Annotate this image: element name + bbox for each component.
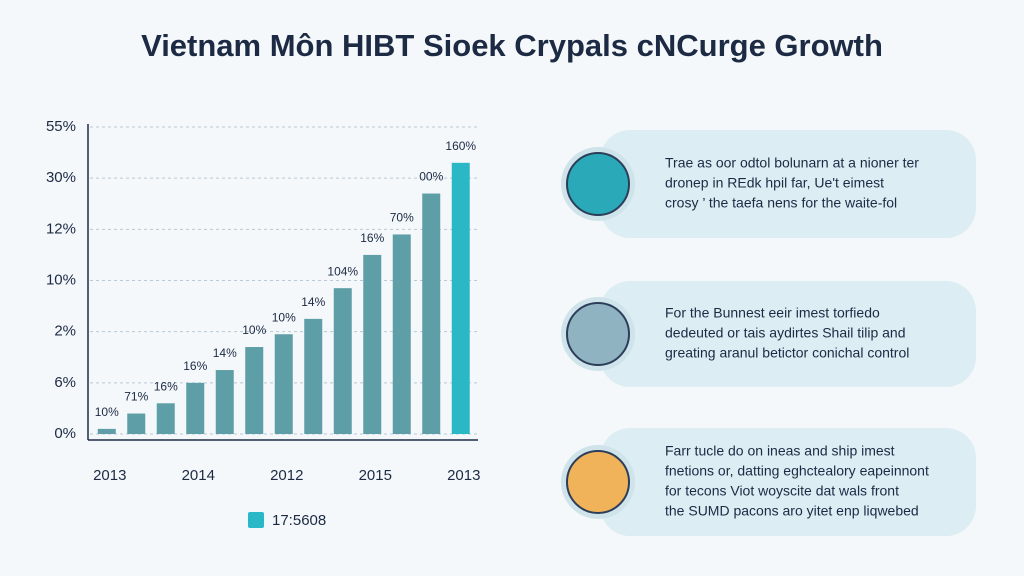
icon: [566, 152, 630, 216]
bar-annotation: 00%: [419, 170, 443, 184]
bar-annotation: 71%: [124, 390, 148, 404]
y-tick-label: 6%: [54, 374, 76, 391]
bar: [392, 234, 411, 434]
bar-annotation: 16%: [183, 359, 207, 373]
bar: [422, 193, 441, 434]
bar-annotation: 16%: [360, 231, 384, 245]
bar-annotation: 14%: [301, 295, 325, 309]
legend-label: 17:5608: [272, 512, 326, 529]
card-text: For the Bunnest eeir imest torfiedo: [665, 305, 880, 321]
bar-annotation: 10%: [242, 323, 266, 337]
bar-annotation: 10%: [95, 405, 119, 419]
card: [600, 428, 976, 536]
bar: [363, 254, 382, 434]
x-tick-label: 2013: [447, 467, 480, 484]
card: [600, 281, 976, 387]
legend-swatch: [248, 512, 264, 528]
bar: [127, 413, 146, 434]
card-text: for tecons Viot woyscite dat wals front: [665, 483, 899, 499]
card-text: fnetions or, datting eghctealory eapeinn…: [665, 463, 929, 479]
y-tick-label: 2%: [54, 323, 76, 340]
bar: [274, 334, 293, 434]
x-tick-label: 2013: [93, 467, 126, 484]
x-tick-label: 2012: [270, 467, 303, 484]
y-tick-label: 12%: [46, 220, 76, 237]
bar: [215, 370, 234, 434]
cards: Trae as oor odtol bolunarn at a nioner t…: [561, 130, 976, 536]
bar-annotation: 104%: [327, 264, 358, 278]
y-tick-label: 0%: [54, 425, 76, 442]
bar: [186, 382, 205, 434]
chart-title: Vietnam Môn HIBT Sioek Crypals cNCurge G…: [141, 28, 883, 63]
card-text: Trae as oor odtol bolunarn at a nioner t…: [665, 155, 919, 171]
card-text: dedeuted or tais aydirtes Shail tilip an…: [665, 325, 905, 341]
bar-annotation: 70%: [390, 211, 414, 225]
card: [600, 130, 976, 238]
y-tick-label: 30%: [46, 169, 76, 186]
bar: [451, 162, 470, 435]
bar-annotation: 16%: [154, 379, 178, 393]
card-text: crosy ’ the taefa nens for the waite-fol: [665, 195, 897, 211]
bar-annotation: 160%: [445, 139, 476, 153]
x-tick-label: 2014: [182, 467, 215, 484]
bar: [304, 318, 323, 434]
y-tick-label: 55%: [46, 118, 76, 135]
bar: [97, 428, 116, 434]
card-text: the SUMD pacons aro yitet enp liqwebed: [665, 503, 919, 519]
card-text: Farr tucle do on ineas and ship imest: [665, 443, 895, 459]
bar: [245, 347, 264, 434]
bar-annotation: 10%: [272, 310, 296, 324]
icon: [566, 302, 630, 366]
bar: [333, 288, 352, 434]
y-tick-label: 10%: [46, 271, 76, 288]
x-tick-label: 2015: [359, 467, 392, 484]
card-text: dronep in REdk hpil far, Ue't eimest: [665, 175, 884, 191]
card-text: greating aranul betictor conichal contro…: [665, 345, 909, 361]
bar: [156, 403, 175, 434]
icon: [566, 450, 630, 514]
bar-annotation: 14%: [213, 346, 237, 360]
